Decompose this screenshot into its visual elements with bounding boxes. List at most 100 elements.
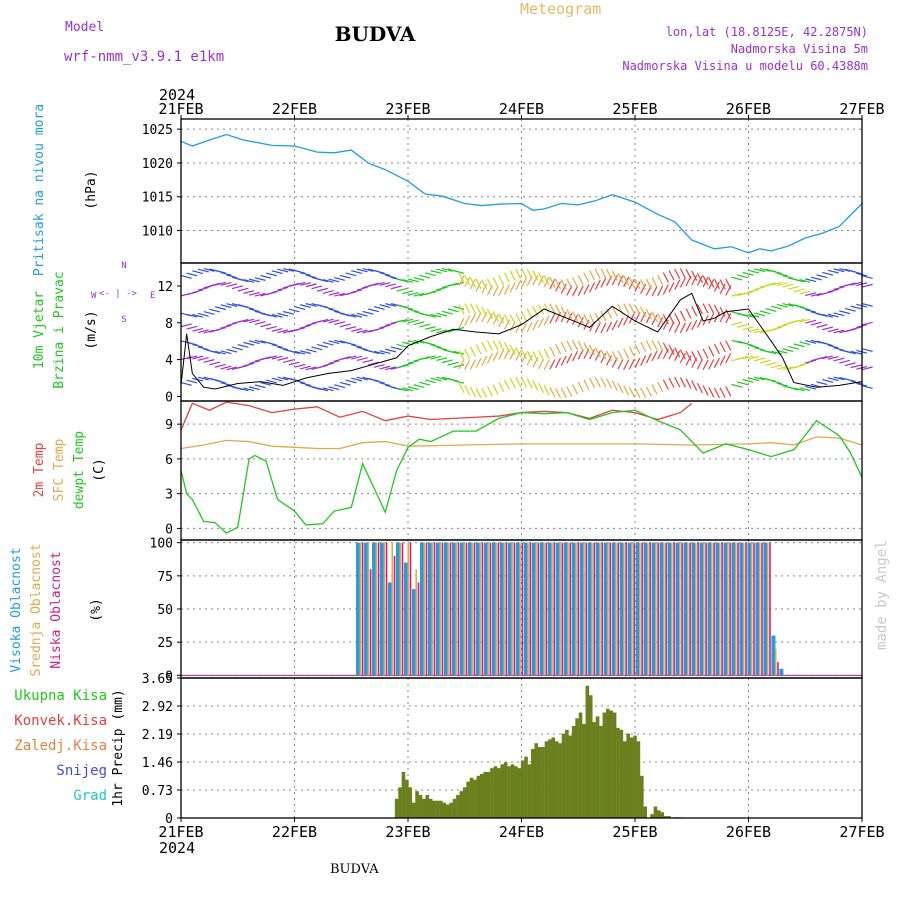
wind-arrow: [532, 270, 539, 281]
wind-arrow: [379, 282, 391, 286]
cloud-bar-2: [559, 542, 561, 676]
temp-tick-label: 3: [165, 488, 173, 503]
wind-arrow: [486, 308, 493, 320]
wind-arrow: [589, 314, 596, 325]
wind-arrow: [407, 360, 419, 364]
cloud-bar-3: [737, 542, 739, 676]
cloud-bar-3: [705, 542, 707, 676]
wind-arrow: [503, 272, 510, 283]
wind-arrow: [708, 387, 715, 398]
wind-arrow: [600, 268, 607, 279]
wind-arrow: [328, 340, 340, 345]
cloud-bar-3: [377, 542, 380, 676]
wind-arrow: [560, 283, 567, 294]
wind-arrow: [822, 342, 834, 347]
wind-arrow: [317, 278, 329, 283]
wind-arrow: [379, 382, 391, 387]
wind-arrow: [765, 307, 777, 312]
compass-south: S: [121, 315, 126, 325]
wind-arrow: [368, 361, 380, 366]
wind-arrow: [345, 313, 357, 318]
wind-arrow: [696, 275, 703, 286]
wind-arrow: [708, 359, 715, 370]
wind-arrow: [436, 286, 448, 291]
wind-arrow: [186, 272, 198, 277]
cloud-bar-3: [585, 542, 588, 676]
wind-arrow: [243, 341, 255, 346]
altitude-readout: Nadmorska Visina 5m: [730, 42, 868, 56]
wind-arrow: [498, 340, 505, 352]
wind-arrow: [345, 272, 357, 277]
wind-arrow: [532, 306, 539, 317]
cloud-bar-2: [439, 542, 442, 676]
cloud-bar-2: [655, 542, 657, 676]
cloud-bar-3: [713, 542, 715, 676]
wind-arrow: [645, 312, 652, 324]
wind-arrow: [788, 285, 800, 290]
wind-arrow: [833, 376, 845, 381]
wind-arrow: [617, 275, 624, 286]
wind-arrow: [277, 312, 289, 317]
wind-arrow: [192, 343, 204, 348]
precip-bar: [432, 800, 436, 818]
model-name: wrf-nmm_v3.9.1 e1km: [64, 49, 225, 65]
wind-arrow: [226, 366, 238, 371]
cloud-bar-2: [407, 542, 410, 676]
wind-arrow: [214, 269, 226, 274]
wind-arrow: [543, 359, 550, 370]
wind-arrow: [237, 344, 249, 348]
wind-arrow: [192, 327, 204, 332]
wind-arrow: [402, 290, 414, 295]
wind-arrow: [594, 279, 601, 291]
temp-tick-label: 0: [165, 522, 173, 537]
wind-arrow: [396, 287, 408, 292]
cloud-bar-2: [734, 542, 737, 676]
wind-arrow: [407, 308, 419, 313]
wind-arrow: [685, 308, 692, 319]
wind-arrow: [294, 350, 306, 355]
wind-arrow: [356, 357, 368, 361]
wind-arrow: [742, 379, 754, 383]
wind-arrow: [498, 313, 505, 324]
wind-arrow: [362, 267, 374, 272]
cloud-bar-2: [639, 542, 641, 676]
wind-arrow: [549, 303, 556, 314]
wind-arrow: [390, 346, 402, 351]
wind-arrow: [464, 276, 471, 288]
wind-arrow: [657, 317, 664, 328]
wind-arrow: [833, 268, 845, 273]
cloud-tick-label: 100: [150, 537, 173, 552]
precip-bar: [595, 716, 600, 818]
precip-bar: [473, 779, 477, 818]
cloud-bar-3: [681, 542, 683, 676]
precip-bar: [510, 764, 515, 818]
wind-arrow: [759, 267, 771, 272]
cloud-bar-2: [527, 542, 529, 676]
wind-arrow: [594, 376, 601, 388]
wind-arrow: [685, 355, 692, 366]
wind-arrow: [645, 340, 652, 351]
wind-arrow: [351, 313, 363, 318]
wind-arrow: [850, 326, 862, 331]
precip-bar: [490, 768, 494, 818]
wind-arrow: [447, 350, 459, 355]
cloud-bar-3: [489, 542, 492, 676]
cloud-bar-2: [583, 542, 585, 676]
wind-arrow: [509, 282, 516, 293]
wind-arrow: [214, 306, 226, 311]
wind-arrow: [288, 308, 300, 313]
wind-arrow: [810, 292, 822, 297]
wind-arrow: [458, 358, 465, 370]
wind-arrow: [594, 347, 601, 358]
wind-arrow: [645, 386, 652, 397]
cloud-bar-3: [441, 542, 444, 676]
wind-arrow: [277, 357, 289, 361]
wind-arrow: [708, 313, 715, 324]
wind-arrow: [220, 382, 232, 386]
wind-arrow: [754, 286, 765, 291]
wind-arrow: [600, 352, 607, 364]
wind-arrow: [356, 376, 368, 381]
wind-arrow: [537, 272, 545, 283]
wind-arrow: [793, 288, 805, 293]
wind-arrow: [305, 303, 317, 307]
